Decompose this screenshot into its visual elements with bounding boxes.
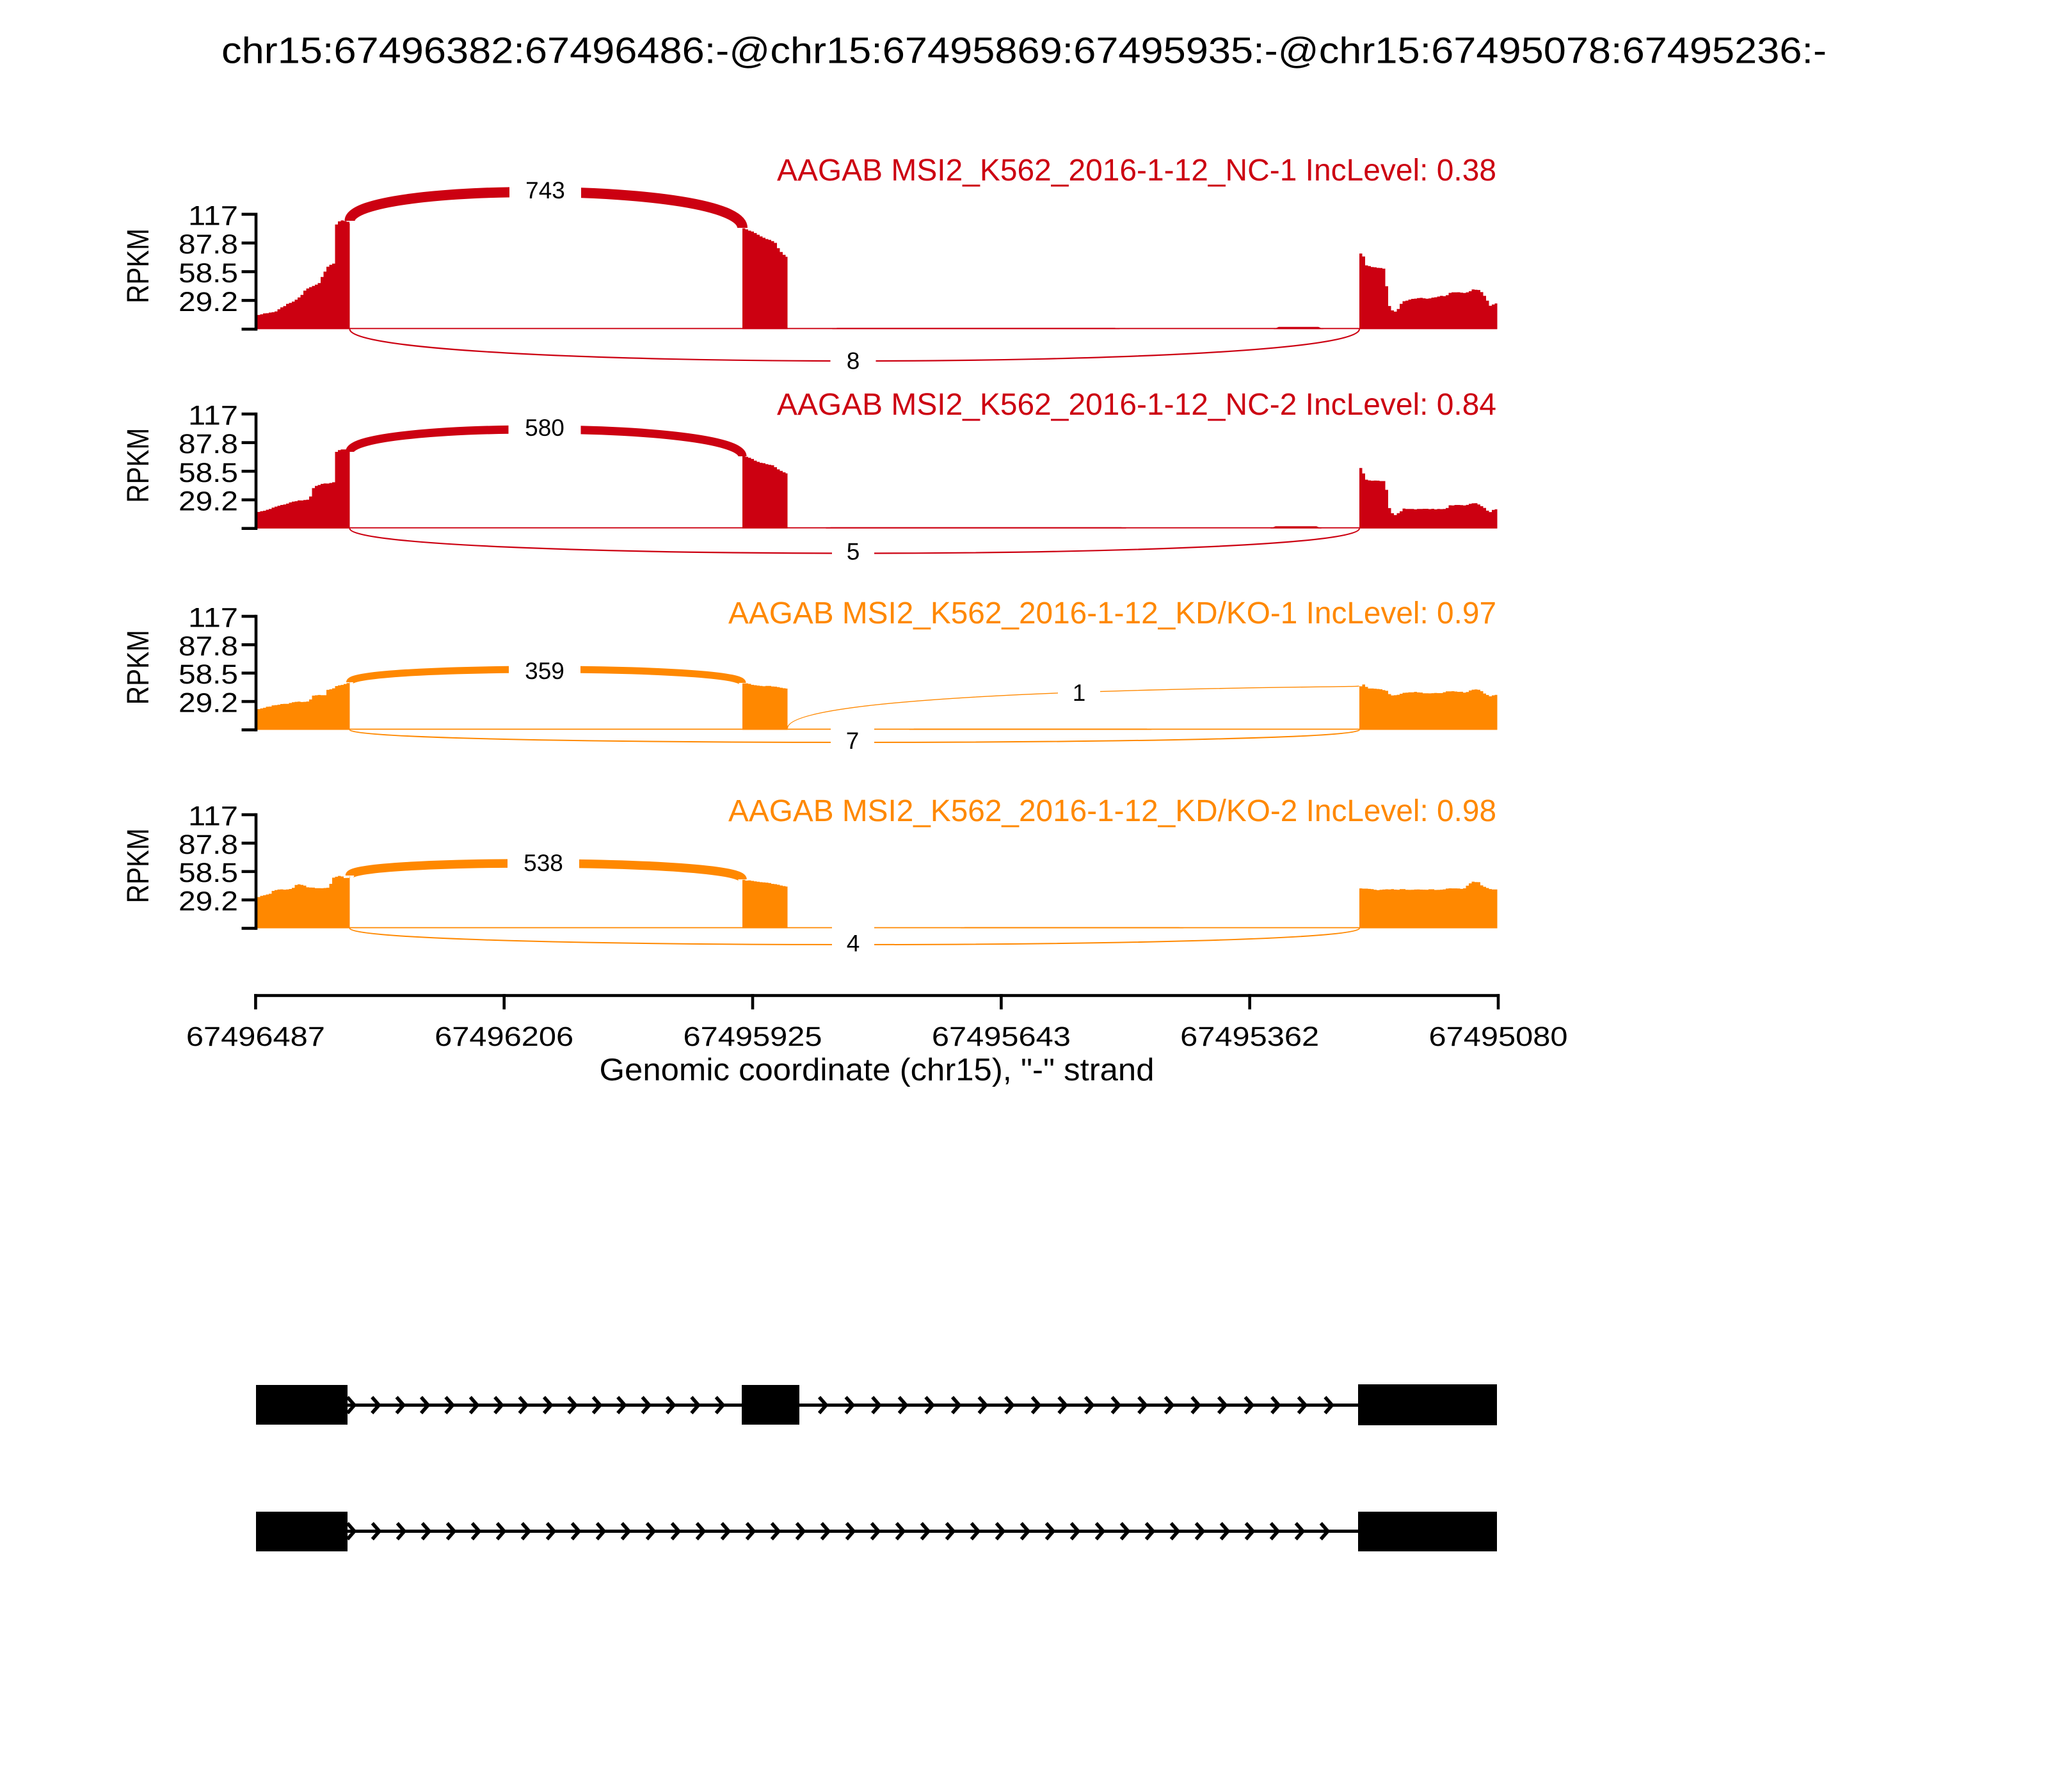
svg-text:AAGAB MSI2_K562_2016-1-12_KD/K: AAGAB MSI2_K562_2016-1-12_KD/KO-2 IncLev…: [728, 794, 1496, 828]
svg-text:RPKM: RPKM: [122, 630, 156, 705]
svg-text:743: 743: [525, 177, 565, 204]
svg-text:58.5: 58.5: [179, 858, 238, 888]
svg-text:29.2: 29.2: [179, 688, 238, 719]
svg-text:580: 580: [525, 415, 564, 441]
svg-text:29.2: 29.2: [179, 886, 238, 917]
svg-text:chr15:67496382:67496486:-@chr1: chr15:67496382:67496486:-@chr15:67495869…: [221, 31, 1827, 72]
svg-text:58.5: 58.5: [179, 458, 238, 488]
svg-text:4: 4: [847, 931, 860, 957]
svg-text:67495643: 67495643: [932, 1021, 1071, 1052]
svg-text:87.8: 87.8: [179, 829, 238, 860]
svg-text:7: 7: [846, 728, 860, 754]
svg-text:AAGAB MSI2_K562_2016-1-12_NC-2: AAGAB MSI2_K562_2016-1-12_NC-2 IncLevel:…: [777, 388, 1496, 422]
svg-text:67495362: 67495362: [1180, 1021, 1319, 1052]
svg-text:58.5: 58.5: [179, 659, 238, 690]
svg-text:29.2: 29.2: [179, 486, 238, 517]
svg-text:67495080: 67495080: [1429, 1021, 1568, 1052]
svg-text:RPKM: RPKM: [122, 428, 156, 503]
svg-text:AAGAB MSI2_K562_2016-1-12_KD/K: AAGAB MSI2_K562_2016-1-12_KD/KO-1 IncLev…: [728, 596, 1496, 630]
svg-text:117: 117: [188, 200, 238, 231]
svg-text:5: 5: [847, 539, 860, 565]
svg-text:538: 538: [524, 850, 563, 876]
svg-text:67496206: 67496206: [435, 1021, 573, 1052]
svg-text:29.2: 29.2: [179, 287, 238, 317]
svg-text:58.5: 58.5: [179, 258, 238, 289]
svg-text:117: 117: [188, 603, 238, 634]
svg-text:RPKM: RPKM: [122, 828, 156, 903]
svg-text:8: 8: [847, 348, 860, 374]
svg-text:87.8: 87.8: [179, 631, 238, 662]
svg-text:AAGAB MSI2_K562_2016-1-12_NC-1: AAGAB MSI2_K562_2016-1-12_NC-1 IncLevel:…: [777, 154, 1496, 188]
svg-text:1: 1: [1073, 680, 1086, 706]
svg-text:RPKM: RPKM: [122, 228, 156, 303]
svg-text:117: 117: [188, 400, 238, 431]
svg-text:117: 117: [188, 801, 238, 832]
svg-text:67495925: 67495925: [684, 1021, 822, 1052]
svg-text:67496487: 67496487: [186, 1021, 325, 1052]
svg-text:Genomic coordinate (chr15), "-: Genomic coordinate (chr15), "-" strand: [600, 1053, 1155, 1087]
svg-text:359: 359: [525, 658, 564, 684]
svg-text:87.8: 87.8: [179, 429, 238, 460]
svg-text:87.8: 87.8: [179, 229, 238, 260]
